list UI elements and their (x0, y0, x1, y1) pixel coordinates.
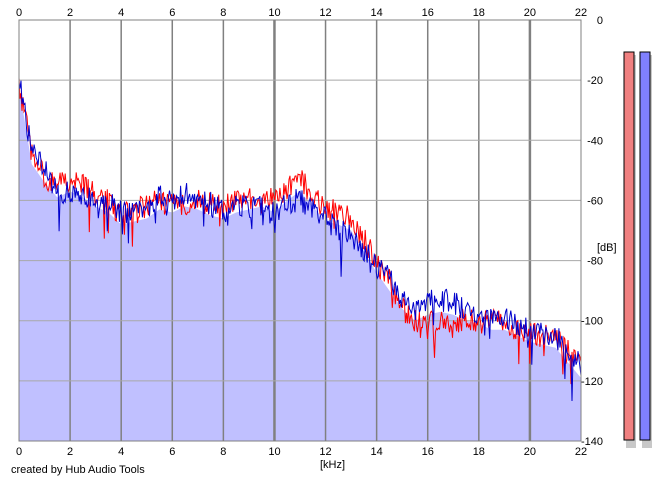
x-tick-label-bottom: 12 (319, 446, 331, 458)
series-line-2 (18, 80, 582, 402)
x-tick-label-bottom: 4 (118, 446, 124, 458)
y-tick-label: -100 (581, 316, 603, 328)
x-tick-label-bottom: 16 (422, 446, 434, 458)
x-tick-labels-bottom: 0 2 4 6 8 10 12 14 16 18 20 22 (16, 446, 587, 458)
x-tick-label-top: 14 (371, 7, 383, 19)
credit-text: created by Hub Audio Tools (11, 464, 145, 476)
y-tick-label: -20 (587, 75, 603, 87)
x-tick-label-bottom: 8 (220, 446, 226, 458)
x-tick-label-top: 8 (220, 7, 226, 19)
x-tick-label-bottom: 0 (16, 446, 22, 458)
y-tick-labels: 0 -20 -40 -60 -80 -100 -120 -140 (581, 15, 603, 448)
x-tick-label-bottom: 22 (575, 446, 587, 458)
y-tick-label: -60 (587, 195, 603, 207)
x-tick-label-top: 0 (16, 7, 22, 19)
x-tick-label-top: 12 (319, 7, 331, 19)
x-tick-label-bottom: 6 (169, 446, 175, 458)
x-tick-label-bottom: 20 (524, 446, 536, 458)
x-axis-label: [kHz] (320, 459, 345, 471)
y-tick-label: -80 (587, 256, 603, 268)
spectrum-fill-area (19, 86, 581, 441)
x-tick-label-top: 20 (524, 7, 536, 19)
meter-bar-2 (639, 51, 651, 441)
y-tick-label: -120 (581, 376, 603, 388)
y-axis-label: [dB] (597, 242, 617, 254)
x-tick-label-bottom: 18 (473, 446, 485, 458)
meter-bar-1 (623, 51, 635, 441)
x-tick-label-top: 16 (422, 7, 434, 19)
x-tick-label-top: 18 (473, 7, 485, 19)
x-tick-label-bottom: 2 (67, 446, 73, 458)
level-meters (623, 51, 652, 448)
x-tick-label-top: 10 (268, 7, 280, 19)
x-tick-label-top: 6 (169, 7, 175, 19)
y-tick-label: 0 (597, 15, 603, 27)
x-tick-label-top: 2 (67, 7, 73, 19)
plot-border (18, 19, 582, 442)
x-tick-label-bottom: 10 (268, 446, 280, 458)
series-line-1 (18, 77, 582, 385)
x-tick-label-top: 22 (575, 7, 587, 19)
spectrum-fill-path (19, 86, 581, 441)
y-tick-label: -40 (587, 135, 603, 147)
y-tick-label: -140 (581, 436, 603, 448)
series-layer (18, 77, 582, 402)
x-tick-labels-top: 0 2 4 6 8 10 12 14 16 18 20 22 (16, 7, 587, 19)
x-tick-label-bottom: 14 (371, 446, 383, 458)
grid-lines (19, 20, 581, 441)
x-tick-label-top: 4 (118, 7, 124, 19)
